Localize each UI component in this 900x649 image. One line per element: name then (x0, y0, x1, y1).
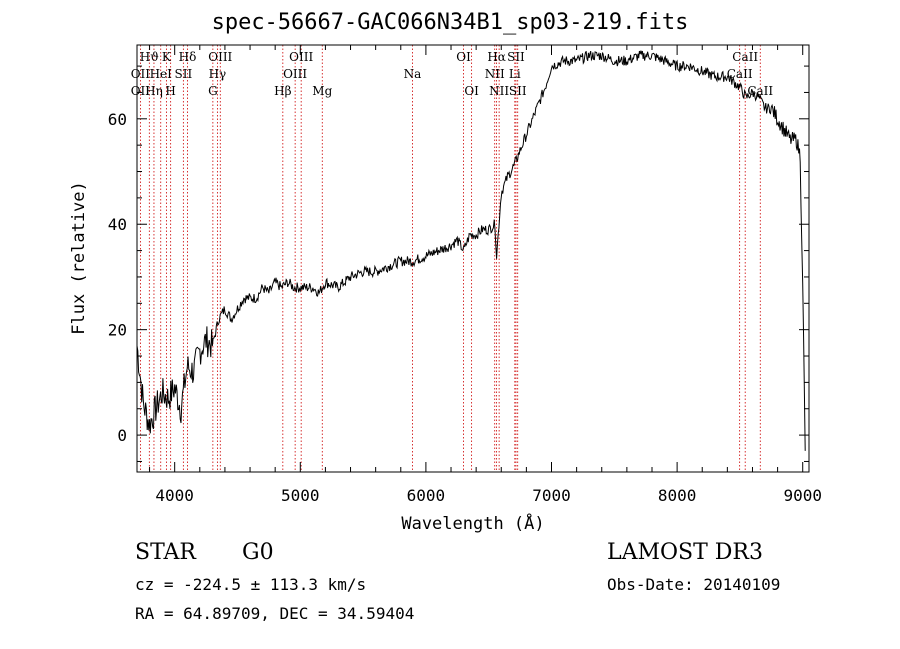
x-axis-label: Wavelength (Å) (401, 512, 544, 534)
x-tick-label: 7000 (532, 486, 571, 505)
x-tick-label: 4000 (155, 486, 194, 505)
survey-name: LAMOST DR3 (607, 540, 763, 565)
y-tick-label: 40 (108, 215, 127, 234)
line-label: HeI (150, 67, 173, 81)
line-label: SII (174, 67, 192, 81)
line-label: CaII (727, 67, 753, 81)
x-tick-label: 8000 (658, 486, 697, 505)
ra-dec-coords: RA = 64.89709, DEC = 34.59404 (135, 604, 415, 623)
y-tick-label: 0 (117, 426, 127, 445)
chart-title: spec-56667-GAC066N34B1_sp03-219.fits (211, 10, 689, 35)
line-label: H (165, 84, 175, 98)
spectrum-line (136, 50, 806, 451)
line-label: OI (464, 84, 479, 98)
line-label: Hβ (274, 84, 291, 98)
redshift-cz: cz = -224.5 ± 113.3 km/s (135, 575, 367, 594)
object-subclass: G0 (242, 540, 274, 565)
line-label: NII (489, 84, 509, 98)
line-label: OII (131, 84, 151, 98)
obs-date: Obs-Date: 20140109 (607, 575, 781, 594)
line-label: OIII (283, 67, 307, 81)
line-label: NII (485, 67, 505, 81)
line-label: Li (509, 67, 521, 81)
line-label: Na (404, 67, 422, 81)
line-label: Mg (312, 84, 332, 98)
line-label: CaII (747, 84, 773, 98)
line-label: Hϑ (140, 50, 159, 64)
line-label: Hδ (179, 50, 197, 64)
line-label: SII (509, 84, 527, 98)
line-label: OIII (208, 50, 232, 64)
line-label: Hγ (209, 67, 227, 81)
y-axis-label: Flux (relative) (69, 181, 89, 335)
line-label: G (208, 84, 218, 98)
line-label: SII (507, 50, 525, 64)
y-tick-label: 20 (108, 321, 127, 340)
line-label: Hα (487, 50, 506, 64)
line-label: OIII (289, 50, 313, 64)
line-label: OI (456, 50, 471, 64)
line-label: Hη (145, 84, 163, 98)
object-class: STAR (135, 540, 196, 565)
x-tick-label: 6000 (407, 486, 446, 505)
line-label: OII (131, 67, 151, 81)
plot-frame (136, 44, 810, 473)
x-tick-label: 9000 (783, 486, 822, 505)
line-label: CaII (732, 50, 758, 64)
x-tick-label: 5000 (281, 486, 320, 505)
line-label: K (162, 50, 172, 64)
y-tick-label: 60 (108, 110, 127, 129)
